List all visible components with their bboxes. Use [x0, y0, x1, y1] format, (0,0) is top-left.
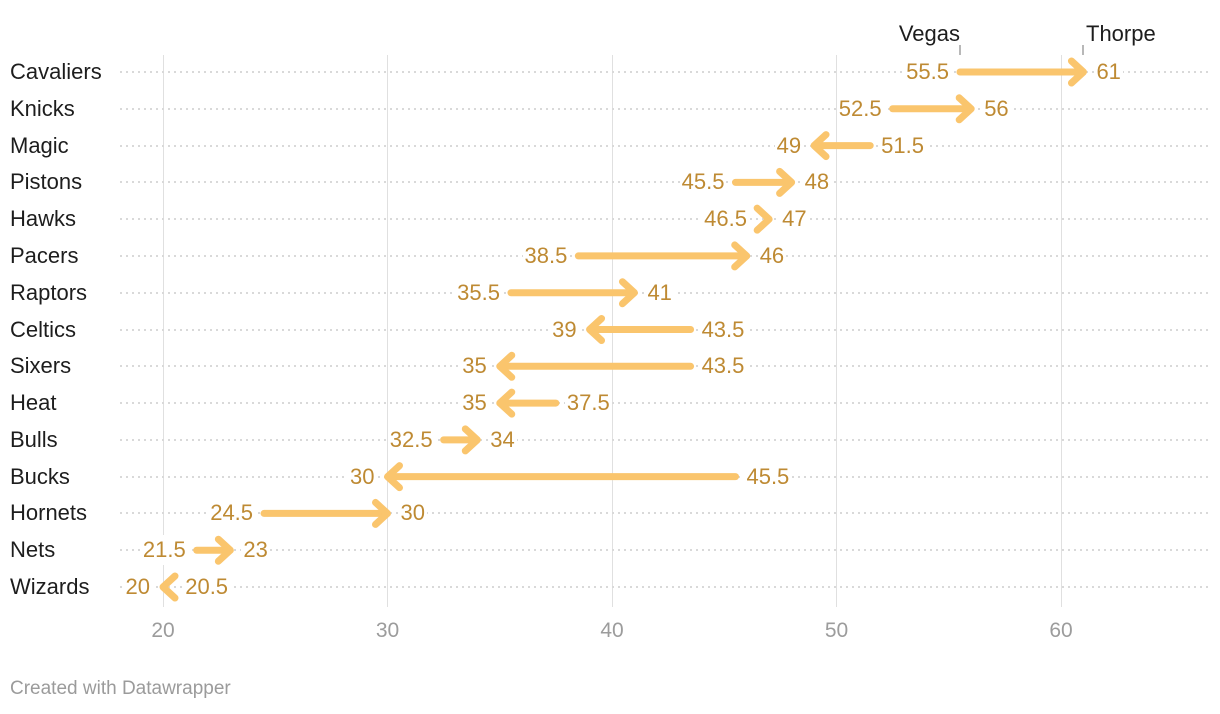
value-label-thorpe: 20 — [123, 572, 152, 602]
x-axis-label-60: 60 — [1049, 619, 1073, 642]
row-dotted-line — [120, 402, 1208, 405]
row-dotted-line — [120, 218, 1208, 221]
value-label-thorpe: 35 — [460, 388, 489, 419]
value-label-thorpe: 39 — [550, 314, 579, 345]
value-label-thorpe: 61 — [1094, 57, 1123, 87]
row-dotted-line — [120, 181, 1208, 184]
team-label-nets: Nets — [10, 537, 56, 563]
value-label-vegas: 43.5 — [699, 314, 747, 345]
value-label-vegas: 32.5 — [387, 424, 435, 455]
x-axis-label-30: 30 — [375, 619, 400, 642]
value-label-vegas: 20.5 — [183, 572, 231, 602]
value-label-thorpe: 30 — [348, 461, 377, 492]
value-label-vegas: 51.5 — [879, 130, 926, 161]
value-label-vegas: 55.5 — [904, 57, 951, 87]
value-label-thorpe: 23 — [241, 535, 270, 566]
team-label-wizards: Wizards — [10, 574, 90, 599]
row-dotted-line — [120, 365, 1208, 368]
value-label-thorpe: 47 — [780, 204, 809, 235]
x-gridline-20 — [162, 55, 164, 607]
value-label-thorpe: 56 — [982, 93, 1011, 124]
team-label-sixers: Sixers — [10, 353, 72, 379]
x-gridline-40 — [611, 55, 613, 607]
x-gridline-30 — [387, 55, 388, 607]
team-label-cavaliers: Cavaliers — [10, 59, 102, 84]
x-gridline-50 — [836, 55, 837, 607]
value-label-thorpe: 46 — [757, 240, 787, 271]
team-label-bucks: Bucks — [10, 463, 70, 489]
value-label-thorpe: 35 — [460, 351, 489, 382]
row-dotted-line — [120, 71, 1208, 73]
x-axis-label-40: 40 — [600, 619, 624, 642]
value-label-vegas: 21.5 — [140, 535, 188, 566]
team-label-bulls: Bulls — [10, 426, 58, 452]
value-label-thorpe: 41 — [645, 277, 674, 308]
value-label-thorpe: 48 — [802, 167, 832, 198]
value-label-vegas: 37.5 — [564, 388, 612, 419]
x-axis-label-20: 20 — [151, 619, 175, 642]
row-dotted-line — [120, 328, 1208, 331]
value-label-vegas: 45.5 — [679, 167, 727, 198]
row-dotted-line — [120, 254, 1208, 257]
team-label-pistons: Pistons — [10, 169, 83, 195]
team-label-pacers: Pacers — [10, 242, 79, 268]
row-dotted-line — [120, 107, 1208, 110]
x-gridline-60 — [1060, 55, 1062, 607]
vegas-tick-mark — [958, 45, 961, 55]
row-dotted-line — [120, 144, 1208, 147]
team-label-magic: Magic — [10, 132, 69, 158]
value-label-vegas: 52.5 — [836, 93, 884, 124]
value-label-vegas: 43.5 — [699, 351, 747, 382]
vegas-column-label: Vegas — [898, 21, 960, 46]
team-label-hornets: Hornets — [10, 500, 88, 526]
value-label-vegas: 35.5 — [455, 277, 502, 308]
datawrapper-credit: Created with Datawrapper — [10, 678, 231, 699]
x-axis-label-50: 50 — [824, 619, 849, 642]
team-label-heat: Heat — [10, 390, 57, 416]
thorpe-column-label: Thorpe — [1086, 21, 1156, 46]
row-dotted-line — [120, 549, 1208, 552]
team-label-knicks: Knicks — [10, 95, 75, 121]
value-label-thorpe: 49 — [774, 130, 804, 161]
team-label-celtics: Celtics — [10, 316, 77, 342]
row-dotted-line — [120, 475, 1208, 478]
value-label-vegas: 45.5 — [744, 461, 792, 492]
thorpe-tick-mark — [1082, 45, 1085, 55]
value-label-thorpe: 34 — [488, 424, 517, 455]
value-label-vegas: 24.5 — [208, 498, 256, 529]
row-dotted-line — [120, 586, 1208, 588]
value-label-vegas: 46.5 — [702, 204, 749, 235]
row-dotted-line — [120, 438, 1208, 441]
value-label-vegas: 38.5 — [522, 240, 570, 271]
team-label-hawks: Hawks — [10, 206, 77, 232]
row-dotted-line — [120, 512, 1208, 515]
team-label-raptors: Raptors — [10, 279, 88, 305]
value-label-thorpe: 30 — [398, 498, 427, 529]
